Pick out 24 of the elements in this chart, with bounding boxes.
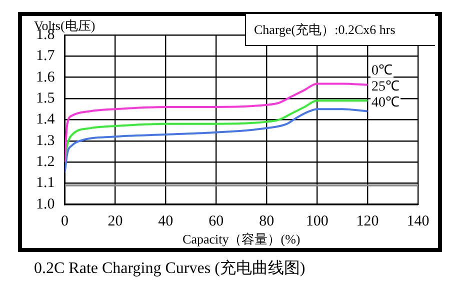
x-axis-title: Capacity（容量）(%) [182, 232, 300, 247]
series-label: 25℃ [372, 79, 400, 94]
y-tick-label: 1.4 [36, 112, 56, 128]
x-tick-label: 140 [406, 213, 430, 230]
y-tick-label: 1.5 [36, 90, 55, 106]
x-tick-label: 60 [208, 213, 224, 230]
y-tick-label: 1.3 [36, 132, 55, 149]
x-tick-label: 100 [306, 213, 328, 230]
x-tick-label: 20 [108, 213, 123, 230]
series-label: 40℃ [372, 95, 400, 110]
x-tick-label: 40 [158, 213, 174, 230]
y-tick-label: 1.7 [36, 48, 56, 64]
y-tick-label: 1.2 [36, 154, 55, 170]
y-tick-label: 1.1 [36, 175, 55, 192]
x-tick-label: 80 [259, 213, 274, 230]
series-label: 0℃ [372, 63, 393, 78]
y-tick-label: 1.0 [36, 196, 55, 212]
x-tick-label: 0 [61, 213, 68, 230]
x-tick-label: 120 [356, 213, 379, 230]
line-series [64, 82, 369, 164]
note-box: Charge(充电）:0.2Cx6 hrs [245, 14, 435, 46]
text: 0.2C Rate Charging Curves (充电曲线图) [34, 258, 306, 279]
y-tick-label: 1.6 [36, 69, 56, 86]
line-series [64, 108, 369, 174]
